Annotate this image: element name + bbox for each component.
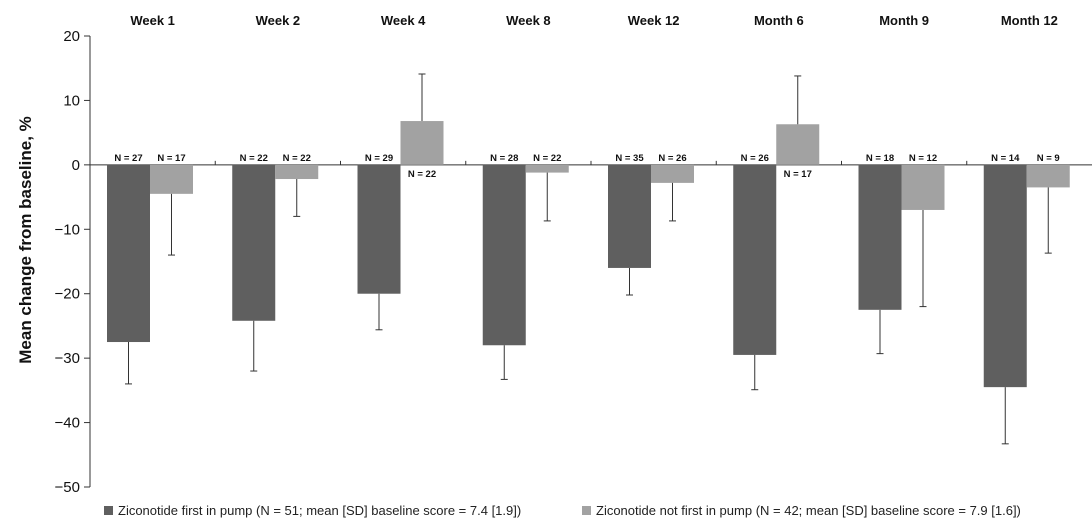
n-label: N = 26 <box>741 153 769 164</box>
bar <box>482 164 526 346</box>
y-tick-label: 20 <box>63 28 80 45</box>
category-label: Month 6 <box>754 13 804 28</box>
bar <box>1026 164 1070 188</box>
bar <box>651 164 694 183</box>
bar <box>858 164 902 310</box>
y-tick-label: −10 <box>55 221 80 238</box>
n-label: N = 35 <box>615 153 644 164</box>
category-label: Month 12 <box>1001 13 1058 28</box>
bar <box>107 164 150 343</box>
y-tick-label: 0 <box>72 157 80 174</box>
legend-item-first-in-pump: Ziconotide first in pump (N = 51; mean [… <box>104 503 521 518</box>
bar <box>901 164 945 210</box>
category-label: Week 12 <box>628 13 680 28</box>
legend-item-not-first-in-pump: Ziconotide not first in pump (N = 42; me… <box>582 503 1021 518</box>
bar <box>733 164 777 355</box>
n-label: N = 27 <box>114 153 142 164</box>
legend: Ziconotide first in pump (N = 51; mean [… <box>104 503 1021 518</box>
plot-area: 20 10 0 −10 −20 −30 −40 −50 Week 1 N = 27 N = 17 We… <box>55 13 1092 496</box>
n-label: N = 29 <box>365 153 393 164</box>
legend-label-not-first-in-pump: Ziconotide not first in pump (N = 42; me… <box>596 503 1021 518</box>
n-label: N = 28 <box>490 153 518 164</box>
legend-swatch-not-first-in-pump <box>582 506 591 515</box>
category-label: Week 1 <box>130 13 175 28</box>
bar <box>275 164 319 180</box>
bar <box>232 164 276 321</box>
y-tick-label: −50 <box>55 479 80 496</box>
y-tick-label: −40 <box>55 415 80 432</box>
legend-swatch-first-in-pump <box>104 506 113 515</box>
n-label: N = 22 <box>408 169 436 180</box>
n-label: N = 22 <box>240 153 268 164</box>
n-label: N = 17 <box>157 153 185 164</box>
y-tick-label: 10 <box>63 92 80 109</box>
n-label: N = 9 <box>1037 153 1060 164</box>
bar <box>776 124 820 165</box>
category-label: Week 2 <box>256 13 301 28</box>
y-tick-label: −30 <box>55 350 80 367</box>
bar <box>150 164 193 194</box>
bar <box>357 164 401 294</box>
category-label: Month 9 <box>879 13 929 28</box>
category-label: Week 4 <box>381 13 426 28</box>
bar <box>983 164 1027 388</box>
n-label: N = 26 <box>658 153 686 164</box>
n-label: N = 14 <box>991 153 1020 164</box>
bar <box>525 164 569 173</box>
legend-label-first-in-pump: Ziconotide first in pump (N = 51; mean [… <box>118 503 521 518</box>
y-tick-label: −20 <box>55 286 80 303</box>
n-label: N = 12 <box>909 153 937 164</box>
n-label: N = 18 <box>866 153 894 164</box>
y-axis-label: Mean change from baseline, % <box>16 116 35 364</box>
bar <box>608 164 651 268</box>
n-label: N = 22 <box>283 153 311 164</box>
category-label: Week 8 <box>506 13 551 28</box>
bar <box>400 121 444 165</box>
n-label: N = 22 <box>533 153 561 164</box>
n-label: N = 17 <box>784 169 812 180</box>
